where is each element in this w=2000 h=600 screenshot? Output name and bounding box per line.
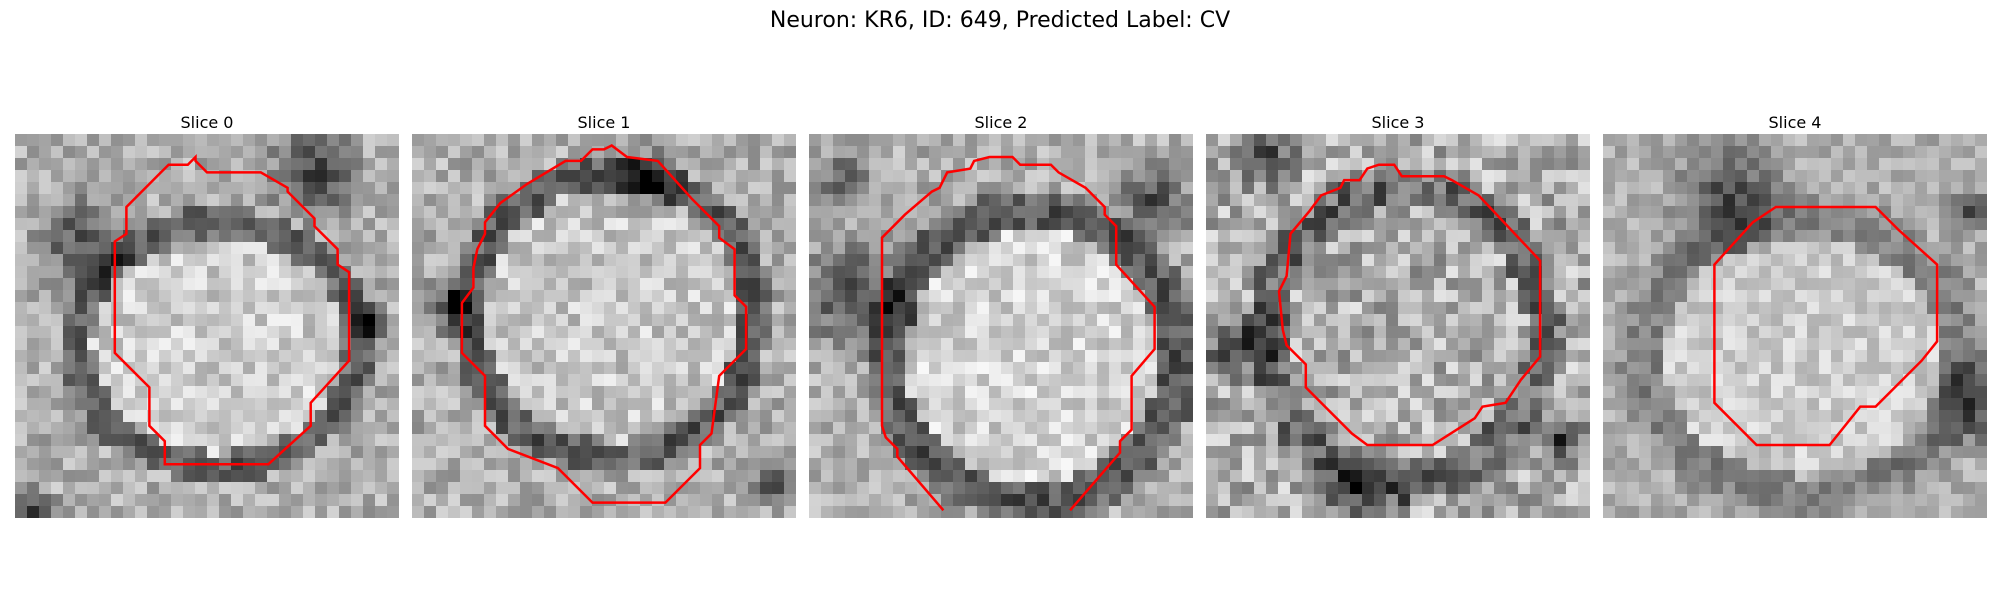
segmentation-contour — [880, 155, 1156, 512]
segmentation-contour — [460, 144, 748, 504]
slice-title: Slice 3 — [1371, 113, 1425, 132]
slice-title: Slice 0 — [180, 113, 234, 132]
slice-panel-1: Slice 1 — [412, 112, 796, 518]
figure-title: Neuron: KR6, ID: 649, Predicted Label: C… — [769, 8, 1231, 33]
slice-pixels — [1603, 134, 1987, 518]
slice-pixels — [15, 134, 399, 518]
slice-image — [1603, 134, 1987, 518]
slice-title: Slice 4 — [1768, 113, 1822, 132]
slice-image — [15, 134, 399, 518]
slice-title: Slice 2 — [974, 113, 1028, 132]
slice-image — [412, 134, 796, 518]
slice-image — [1206, 134, 1590, 518]
slice-title: Slice 1 — [577, 113, 631, 132]
slice-panel-3: Slice 3 — [1206, 112, 1590, 518]
slice-pixels — [412, 134, 796, 518]
slice-panel-4: Slice 4 — [1603, 112, 1987, 518]
slice-panel-0: Slice 0 — [15, 112, 399, 518]
slice-image — [809, 134, 1193, 518]
segmentation-contour — [1277, 163, 1542, 447]
segmentation-contour — [1713, 205, 1939, 447]
slice-pixels — [1206, 134, 1590, 518]
slice-panel-2: Slice 2 — [809, 112, 1193, 518]
slice-pixels — [809, 134, 1193, 518]
segmentation-contour — [113, 153, 351, 466]
